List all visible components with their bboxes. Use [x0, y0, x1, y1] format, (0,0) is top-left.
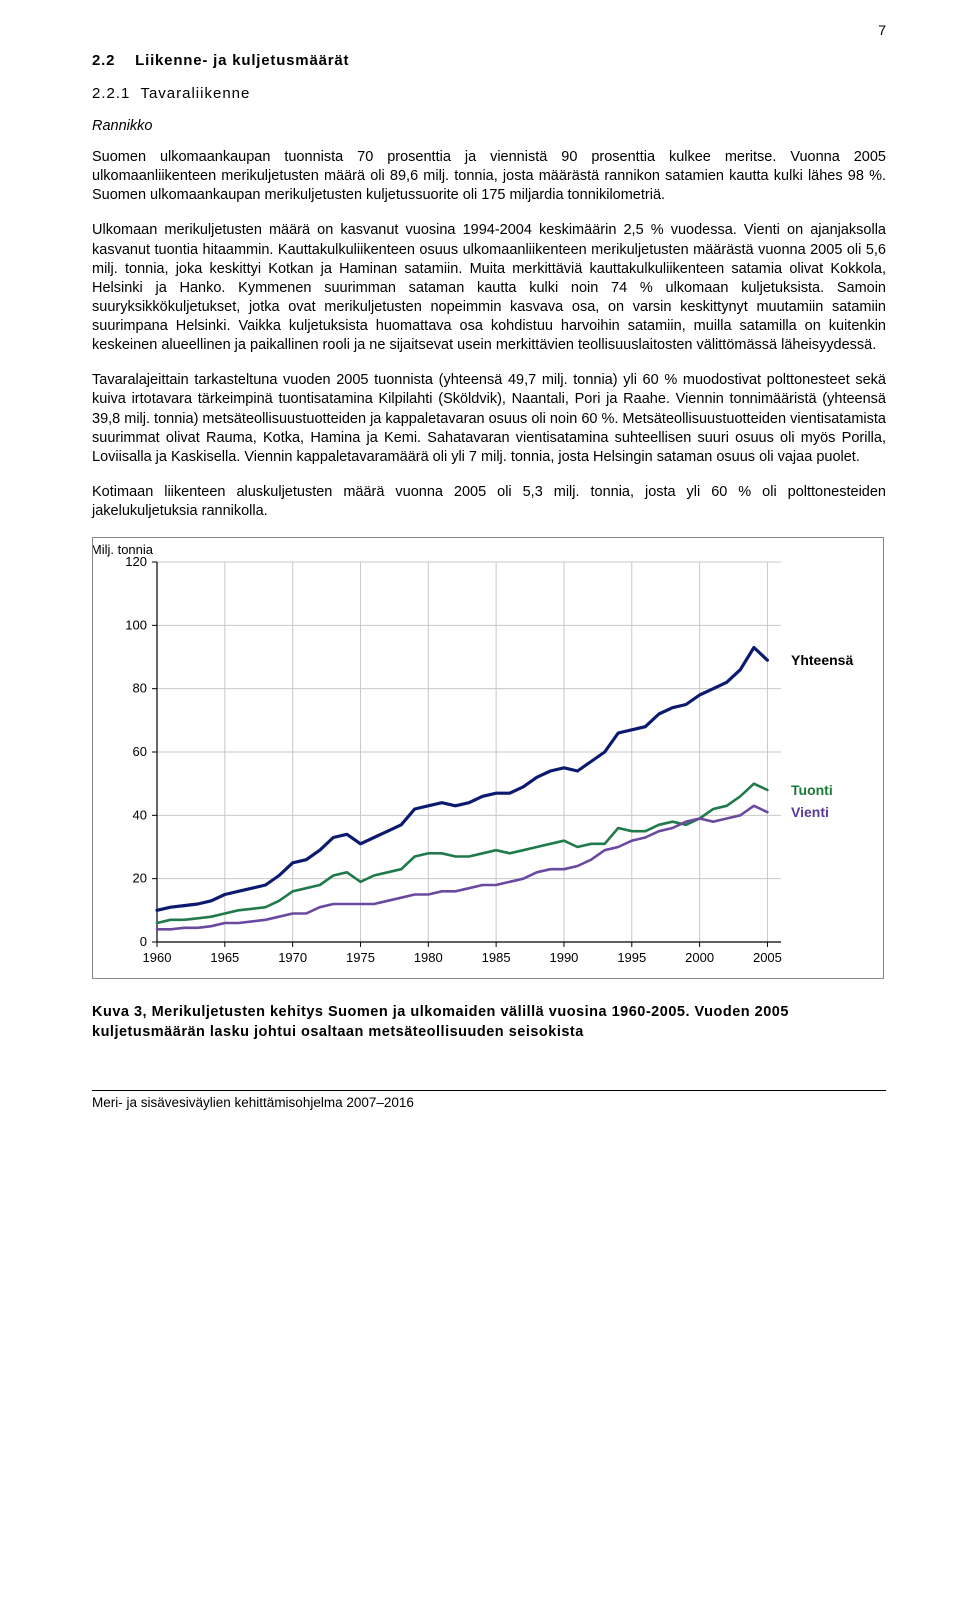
page: 7 2.2 Liikenne- ja kuljetusmäärät 2.2.1 …: [0, 0, 960, 1134]
svg-text:1970: 1970: [278, 950, 307, 965]
paragraph-1: Suomen ulkomaankaupan tuonnista 70 prose…: [92, 148, 886, 205]
line-chart: 0204060801001201960196519701975198019851…: [93, 538, 883, 978]
italic-subhead: Rannikko: [92, 118, 886, 134]
subsection-number: 2.2.1: [92, 85, 130, 102]
svg-text:Milj. tonnia: Milj. tonnia: [93, 542, 154, 557]
svg-text:1995: 1995: [617, 950, 646, 965]
page-number: 7: [878, 22, 886, 38]
svg-text:Vienti: Vienti: [791, 804, 829, 820]
svg-text:1985: 1985: [482, 950, 511, 965]
svg-text:1965: 1965: [210, 950, 239, 965]
chart-figure: 0204060801001201960196519701975198019851…: [92, 537, 886, 984]
section-heading: 2.2 Liikenne- ja kuljetusmäärät: [92, 52, 886, 69]
section-number: 2.2: [92, 52, 115, 69]
chart-frame: 0204060801001201960196519701975198019851…: [92, 537, 884, 979]
paragraph-4: Kotimaan liikenteen aluskuljetusten määr…: [92, 483, 886, 521]
svg-text:Yhteensä: Yhteensä: [791, 652, 853, 668]
svg-text:Tuonti: Tuonti: [791, 782, 833, 798]
svg-text:1975: 1975: [346, 950, 375, 965]
svg-text:2000: 2000: [685, 950, 714, 965]
svg-text:1960: 1960: [143, 950, 172, 965]
paragraph-3: Tavaralajeittain tarkasteltuna vuoden 20…: [92, 371, 886, 467]
section-title: Liikenne- ja kuljetusmäärät: [135, 52, 349, 69]
svg-text:80: 80: [133, 681, 147, 696]
svg-text:0: 0: [140, 934, 147, 949]
subsection-heading: 2.2.1 Tavaraliikenne: [92, 85, 886, 102]
paragraph-2: Ulkomaan merikuljetusten määrä on kasvan…: [92, 221, 886, 355]
svg-text:100: 100: [125, 617, 147, 632]
svg-text:60: 60: [133, 744, 147, 759]
footer: Meri- ja sisävesiväylien kehittämisohjel…: [92, 1090, 886, 1110]
svg-text:40: 40: [133, 807, 147, 822]
svg-text:1990: 1990: [549, 950, 578, 965]
svg-text:2005: 2005: [753, 950, 782, 965]
subsection-title: Tavaraliikenne: [140, 85, 250, 102]
figure-caption: Kuva 3, Merikuljetusten kehitys Suomen j…: [92, 1002, 886, 1042]
svg-text:1980: 1980: [414, 950, 443, 965]
svg-text:20: 20: [133, 871, 147, 886]
